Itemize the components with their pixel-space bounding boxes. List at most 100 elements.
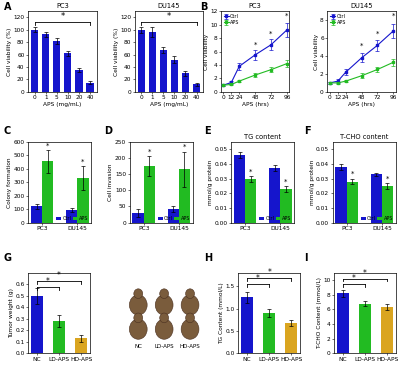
- Ellipse shape: [129, 295, 147, 315]
- Text: *: *: [363, 269, 367, 278]
- Text: *: *: [249, 168, 252, 174]
- Ellipse shape: [129, 319, 147, 339]
- Text: *: *: [183, 144, 186, 150]
- Bar: [234, 155, 245, 222]
- Title: PC3: PC3: [249, 3, 262, 9]
- Text: *: *: [285, 13, 288, 19]
- Bar: [371, 174, 382, 222]
- Bar: [381, 307, 393, 353]
- Bar: [168, 209, 179, 222]
- Bar: [42, 161, 53, 222]
- Ellipse shape: [160, 289, 169, 298]
- Title: PC3: PC3: [56, 3, 69, 9]
- Bar: [336, 167, 347, 222]
- Text: *: *: [81, 159, 85, 165]
- X-axis label: APS (mg/mL): APS (mg/mL): [150, 102, 188, 107]
- Text: LD-APS: LD-APS: [154, 344, 174, 349]
- Bar: [280, 189, 292, 222]
- Title: DU145: DU145: [158, 3, 180, 9]
- Bar: [31, 296, 43, 353]
- Bar: [149, 32, 156, 92]
- Bar: [241, 297, 253, 353]
- X-axis label: APS (hrs): APS (hrs): [242, 102, 269, 107]
- Title: DU145: DU145: [350, 3, 373, 9]
- X-axis label: APS (mg/mL): APS (mg/mL): [43, 102, 82, 107]
- Text: *: *: [254, 42, 257, 48]
- Text: *: *: [60, 12, 64, 21]
- Legend: Ctrl, APS: Ctrl, APS: [56, 216, 89, 222]
- Text: H: H: [204, 253, 212, 263]
- Text: NC: NC: [134, 344, 142, 349]
- Title: TG content: TG content: [244, 134, 281, 140]
- Bar: [53, 321, 65, 353]
- Ellipse shape: [155, 319, 173, 339]
- Text: *: *: [352, 274, 356, 283]
- X-axis label: APS (hrs): APS (hrs): [348, 102, 375, 107]
- Ellipse shape: [181, 319, 199, 339]
- Text: *: *: [167, 12, 171, 21]
- Bar: [66, 210, 77, 222]
- Legend: Ctrl, APS: Ctrl, APS: [223, 14, 240, 26]
- Bar: [160, 50, 167, 92]
- Y-axis label: Cell viability: Cell viability: [314, 33, 319, 70]
- Bar: [53, 41, 60, 92]
- Bar: [179, 169, 190, 222]
- Bar: [77, 178, 88, 222]
- Bar: [359, 304, 371, 353]
- Y-axis label: Cell invasion: Cell invasion: [108, 164, 114, 201]
- Ellipse shape: [186, 313, 194, 323]
- Bar: [382, 186, 393, 222]
- Bar: [138, 30, 145, 92]
- Bar: [285, 323, 298, 353]
- Text: *: *: [46, 277, 50, 286]
- Y-axis label: TG Content (mmol/L): TG Content (mmol/L): [219, 282, 224, 344]
- Bar: [182, 73, 189, 92]
- Ellipse shape: [186, 289, 194, 298]
- Y-axis label: Cell viability: Cell viability: [204, 33, 208, 70]
- Bar: [263, 313, 275, 353]
- Bar: [75, 339, 88, 353]
- Title: T-CHO content: T-CHO content: [340, 134, 388, 140]
- Y-axis label: T-CHO Content (mmol/L): T-CHO Content (mmol/L): [316, 277, 322, 349]
- Y-axis label: Cell viability (%): Cell viability (%): [7, 27, 12, 76]
- Text: C: C: [4, 126, 11, 137]
- Ellipse shape: [181, 295, 199, 315]
- Bar: [75, 70, 82, 92]
- Ellipse shape: [160, 313, 169, 323]
- Text: *: *: [360, 43, 363, 49]
- Y-axis label: mmol/g protein: mmol/g protein: [208, 160, 213, 205]
- Text: G: G: [4, 253, 12, 263]
- Bar: [64, 53, 72, 92]
- Y-axis label: Colony formation: Colony formation: [7, 157, 12, 208]
- Text: B: B: [200, 2, 207, 12]
- Text: A: A: [4, 2, 12, 12]
- Bar: [336, 293, 349, 353]
- Y-axis label: mmol/g protein: mmol/g protein: [310, 160, 314, 205]
- Text: *: *: [269, 31, 273, 37]
- Y-axis label: Cell viability (%): Cell viability (%): [114, 27, 118, 76]
- Bar: [42, 34, 49, 92]
- Text: D: D: [104, 126, 112, 137]
- Bar: [132, 213, 144, 222]
- Text: *: *: [256, 274, 260, 283]
- Legend: Ctrl, APS: Ctrl, APS: [259, 216, 292, 222]
- Text: *: *: [392, 12, 395, 18]
- Bar: [269, 169, 280, 222]
- Legend: Ctrl, APS: Ctrl, APS: [157, 216, 190, 222]
- Text: I: I: [304, 253, 308, 263]
- Text: F: F: [304, 126, 311, 137]
- Legend: Ctrl, APS: Ctrl, APS: [360, 216, 394, 222]
- Bar: [86, 83, 94, 92]
- Bar: [31, 206, 42, 222]
- Text: *: *: [57, 271, 61, 280]
- Y-axis label: Tumor weight (g): Tumor weight (g): [9, 288, 14, 338]
- Bar: [193, 84, 200, 92]
- Text: *: *: [386, 176, 389, 182]
- Text: *: *: [376, 30, 379, 36]
- Text: *: *: [148, 149, 151, 155]
- Bar: [144, 166, 155, 222]
- Text: E: E: [204, 126, 211, 137]
- Ellipse shape: [134, 289, 143, 298]
- Bar: [245, 179, 256, 222]
- Bar: [347, 182, 358, 222]
